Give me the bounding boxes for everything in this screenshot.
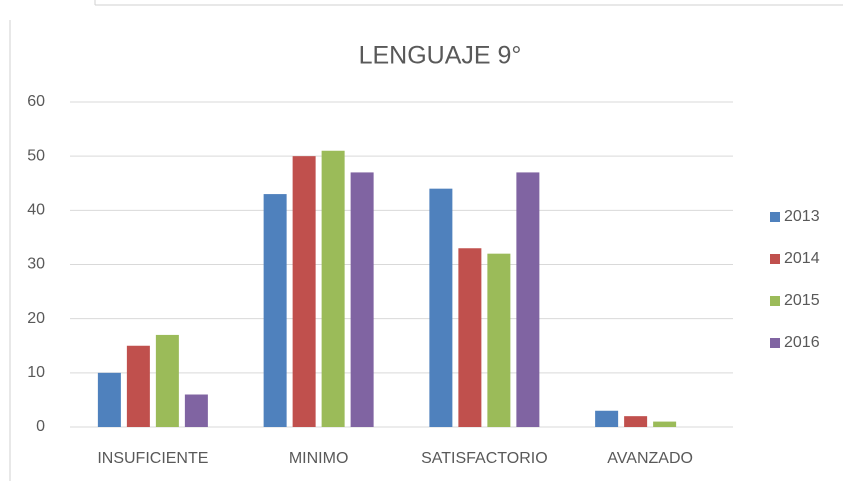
- legend-label: 2013: [784, 208, 820, 225]
- bar: [350, 172, 374, 427]
- bar: [458, 248, 482, 427]
- chart-title: LENGUAJE 9°: [359, 42, 522, 70]
- x-tick-label: INSUFICIENTE: [97, 450, 208, 467]
- y-tick-label: 40: [27, 202, 45, 219]
- legend-label: 2016: [784, 334, 820, 351]
- legend-swatch: [770, 296, 780, 306]
- y-tick-label: 10: [27, 364, 45, 381]
- bar: [263, 194, 287, 427]
- bar: [126, 345, 150, 427]
- bar: [97, 372, 121, 427]
- legend-label: 2015: [784, 292, 820, 309]
- bar: [155, 334, 179, 427]
- bar: [487, 253, 511, 427]
- x-tick-label: AVANZADO: [607, 450, 693, 467]
- y-tick-label: 0: [36, 418, 45, 435]
- bar: [595, 410, 619, 427]
- legend-swatch: [770, 338, 780, 348]
- bar: [624, 416, 648, 427]
- y-tick-label: 50: [27, 147, 45, 164]
- y-tick-label: 60: [27, 93, 45, 110]
- legend-label: 2014: [784, 250, 820, 267]
- legend-swatch: [770, 212, 780, 222]
- bar: [516, 172, 540, 427]
- bar: [429, 188, 453, 427]
- legend-swatch: [770, 254, 780, 264]
- x-tick-label: MINIMO: [289, 450, 349, 467]
- bar: [184, 394, 208, 427]
- bar: [653, 421, 677, 427]
- y-tick-label: 30: [27, 256, 45, 273]
- y-tick-label: 20: [27, 310, 45, 327]
- x-tick-label: SATISFACTORIO: [421, 450, 548, 467]
- bar: [292, 156, 316, 427]
- bar: [321, 150, 345, 427]
